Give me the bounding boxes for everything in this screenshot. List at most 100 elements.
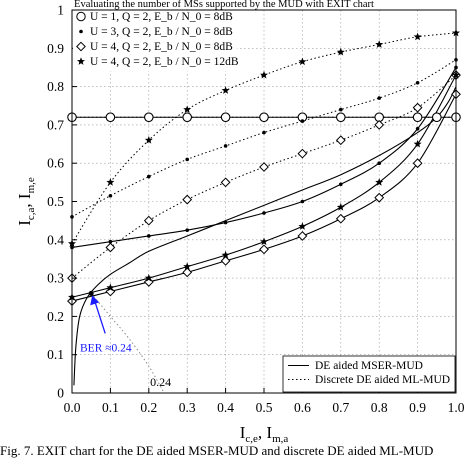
dot-marker [185,157,189,162]
diamond-marker [182,194,193,205]
dot-marker [300,119,305,123]
series-line-7 [71,32,457,244]
x-intercept-annotation: 0.24 [150,375,171,389]
star-marker [144,136,153,144]
dot-marker [223,144,228,148]
diamond-marker [105,242,116,253]
axis-ticks: 0.0 0.1 0.2 0.3 0.4 0.5 0.6 0.7 0.8 0.9 1.0 0 0.1 0.2… [47,3,465,416]
diamond-marker [412,102,423,113]
dot-marker [262,211,266,215]
star-marker [183,105,192,113]
star-marker [260,237,268,246]
star-marker [298,222,307,230]
diamond-marker [412,158,423,169]
dot-marker [185,228,189,233]
intersection-point [88,290,94,296]
diamond-marker [220,177,231,188]
figure-caption: Fig. 7. EXIT chart for the DE aided MSER… [0,443,434,458]
star-marker [375,40,384,48]
star-marker [413,139,422,148]
diamond-marker [259,244,269,255]
y-tick-label: 0.2 [47,309,64,324]
x-tick-label: 0.7 [332,400,349,415]
diamond-marker [297,231,308,241]
y-tick-label: 0.7 [47,117,64,132]
dot-marker [79,29,83,34]
ber-arrow-shaft [93,299,106,334]
dot-marker [147,234,151,238]
series-line-8 [73,86,457,386]
circle-marker [182,112,192,122]
diamond-marker [335,135,346,146]
dot-marker [262,130,266,135]
y-tick-label: 0.1 [47,347,64,362]
annotations: BER ≈0.24 0.24 [80,290,171,389]
star-marker [106,283,115,292]
diamond-marker [220,255,231,266]
star-marker [298,57,307,66]
circle-marker [336,112,346,122]
chart-title: Evaluating the number of MSs supported b… [74,0,374,10]
legend-bottom-box [282,355,456,393]
series-line-9 [90,293,165,394]
star-marker [106,178,115,186]
star-marker [260,70,268,79]
diamond-marker [374,192,385,203]
legend-markers: U = 1, Q = 2, E_b / N_0 = 8dB U = 3, Q = … [73,11,239,71]
x-tick-label: 0.3 [179,400,196,415]
star-marker [221,250,230,259]
star-marker [77,57,85,65]
legend-bottom-entry: DE aided MSER-MUD [315,360,423,372]
dot-marker [377,96,382,100]
diamond-marker [105,286,116,297]
ber-annotation: BER ≈0.24 [80,342,132,354]
x-tick-label: 0.4 [217,400,234,415]
dot-marker [415,80,420,85]
diamond-marker [76,41,86,52]
diamond-marker [374,119,385,130]
y-tick-label: 0.8 [47,79,64,94]
dot-marker [223,220,228,225]
circle-marker [105,112,116,122]
diamond-marker [143,277,154,287]
star-marker [375,178,384,186]
diamond-marker [143,215,154,226]
y-tick-label: 0.5 [47,194,64,209]
dot-marker [147,174,151,179]
legend-line-styles: DE aided MSER-MUD Discrete DE aided ML-MU… [282,355,456,393]
x-tick-label: 0.2 [140,400,157,415]
x-tick-label: 0.5 [256,400,273,415]
y-axis-label-text: Ic,a, Im,e [15,177,37,226]
circle-marker [76,11,86,22]
x-tick-label: 0.1 [102,400,119,415]
circle-marker [144,112,154,122]
star-marker [336,47,345,56]
dot-marker [377,161,382,165]
y-tick-label: 0.6 [47,156,64,171]
y-tick-label: 0.3 [47,271,64,286]
ber-arrow-head [90,295,100,306]
x-tick-label: 0.6 [294,400,311,415]
circle-marker [412,112,423,122]
dot-marker [339,107,343,112]
diamond-marker [297,148,308,159]
star-marker [336,203,345,211]
diamond-marker [259,162,269,172]
dot-marker [300,199,305,204]
x-axis-label: Ic,e, Im,a [240,423,289,445]
y-axis-label: Ic,a, Im,e [15,177,37,226]
legend-top-box [73,11,237,71]
x-tick-label: 1.0 [448,400,465,415]
x-tick-label: 0.9 [409,400,426,415]
legend-bottom-entry: Discrete DE aided ML-MUD [315,374,450,386]
star-marker [413,32,422,41]
dot-marker [415,126,420,131]
circle-marker [259,112,269,122]
dot-marker [108,193,113,198]
star-marker [183,262,192,271]
legend-top-entry: U = 1, Q = 2, E_b / N_0 = 8dB [90,11,233,23]
circle-marker [220,112,231,122]
x-tick-label: 0.0 [64,400,81,415]
diamond-marker [335,213,346,224]
